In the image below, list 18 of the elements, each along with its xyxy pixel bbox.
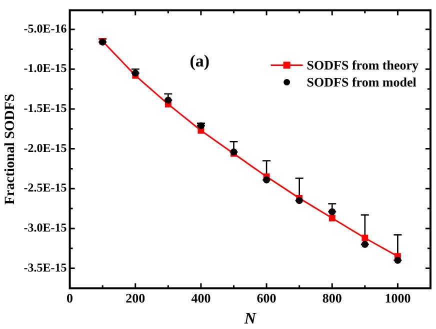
y-tick-label: -1.5E-15: [24, 101, 67, 116]
legend-label: SODFS from model: [306, 74, 417, 90]
y-tick-label: -3.5E-15: [24, 260, 67, 274]
legend-label: SODFS from theory: [306, 58, 419, 73]
y-tick-label: -5.0E-16: [24, 21, 67, 36]
y-tick-label: -3.0E-15: [24, 220, 67, 235]
x-tick-label: 400: [191, 290, 211, 306]
y-tick-label: -1.0E-15: [24, 61, 67, 76]
y-axis-title: Fractional SODFS: [3, 94, 18, 205]
x-tick-label: 600: [256, 290, 276, 306]
x-tick-label: 1000: [384, 290, 411, 306]
annotation: (a): [190, 52, 210, 71]
x-tick-label: 200: [126, 290, 146, 306]
y-tick-label: -2.0E-15: [24, 140, 67, 155]
x-tick-label: 800: [322, 290, 342, 306]
y-tick-label: -2.5E-15: [24, 180, 67, 195]
x-axis-title: N: [243, 310, 258, 328]
x-tick-label: 0: [66, 290, 74, 306]
